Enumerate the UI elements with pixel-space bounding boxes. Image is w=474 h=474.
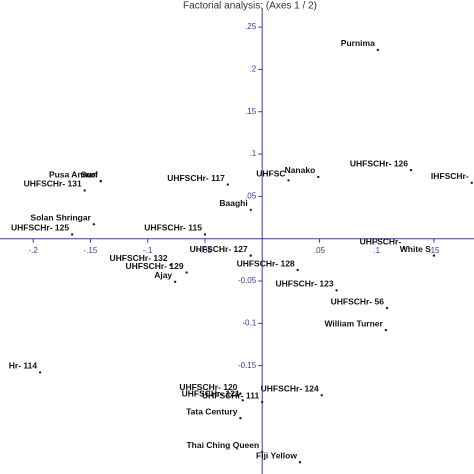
point-label: Surf [81, 169, 98, 179]
point [409, 168, 413, 172]
point-label: Thai Ching Queen [186, 440, 259, 450]
point-label: Tata Century [186, 406, 238, 416]
point [92, 223, 96, 226]
point [260, 450, 264, 454]
point-label: Hr- 114 [9, 361, 38, 371]
point-label: Fiji Yellow [256, 450, 297, 460]
point-label: Solan Shringar [30, 213, 91, 223]
x-tick-label: .15 [428, 246, 440, 255]
point [239, 392, 242, 395]
point [470, 181, 473, 185]
point-label: Nanako [285, 165, 316, 175]
point-label: White S [400, 244, 431, 254]
point [249, 208, 252, 212]
point-label: UHFSCHr- [360, 236, 402, 246]
point [239, 416, 242, 420]
y-tick-label: .1 [250, 149, 257, 158]
point [241, 399, 244, 402]
point [317, 175, 320, 179]
y-tick-label: -0.15 [238, 361, 257, 370]
point-label: UHFSCHr- 121 [182, 389, 240, 399]
point-label: UHFSCHr- 131 [24, 179, 82, 189]
x-tick-label: .05 [314, 246, 326, 255]
point-label: UHFSCHr- 117 [167, 173, 225, 183]
point-label: UHFSCHr- 126 [350, 158, 408, 168]
x-tick-label: -.15 [84, 246, 98, 255]
point [169, 263, 172, 267]
point-label: UHFSCHr- 56 [331, 296, 385, 306]
y-tick-label: -0.05 [238, 276, 257, 285]
point [385, 306, 389, 310]
point-label: UHFSC [256, 169, 285, 179]
point-label: UHFSCHr- 127 [190, 244, 248, 254]
point [38, 371, 42, 374]
y-tick-label: .05 [245, 191, 257, 200]
point-label: UHFSCHr- 124 [261, 384, 319, 394]
point-label: IHFSCHr- [431, 171, 469, 181]
point-label: UHFSCHr- 129 [126, 261, 184, 271]
point [298, 460, 302, 464]
point-label: William Turner [324, 318, 383, 328]
point [99, 179, 102, 183]
point [249, 254, 252, 257]
point-label: UHFSCHr- 132 [109, 253, 167, 263]
point-label: Pusa Anmol [49, 169, 98, 179]
point-label: Baaghi [219, 198, 247, 208]
point [402, 246, 406, 250]
point [320, 394, 323, 397]
point [203, 233, 207, 236]
point [384, 328, 388, 332]
y-tick-label: .15 [245, 107, 257, 116]
x-tick-label: -.05 [198, 246, 212, 255]
x-tick-label: .1 [373, 246, 380, 255]
chart-title: Factorial analysis: (Axes 1 / 2) [183, 1, 317, 12]
point [287, 179, 290, 182]
x-tick-label: -.2 [29, 246, 39, 255]
point-label: Ajay [154, 270, 172, 280]
y-tick-label: .2 [250, 65, 257, 74]
point [226, 183, 230, 186]
point [432, 254, 436, 257]
point [83, 189, 86, 192]
point [260, 400, 264, 404]
x-tick-label: -.1 [143, 246, 153, 255]
point [173, 280, 177, 284]
point-label: UHFSCHr- 120 [179, 382, 237, 392]
point [185, 271, 188, 274]
point-label: UHFSCHr- 111 [202, 390, 259, 400]
point-label: UHFSCHr- 123 [275, 279, 333, 289]
point [70, 233, 74, 236]
point-label: Purnima [341, 38, 375, 48]
point-label: UHFSCHr- 115 [144, 223, 202, 233]
point [376, 48, 380, 52]
point-label: UHFSCHr- 125 [11, 223, 69, 233]
y-tick-label: .25 [245, 22, 257, 31]
point [335, 289, 338, 292]
y-tick-label: -0.1 [242, 318, 256, 327]
point [296, 268, 299, 272]
point-label: UHFSCHr- 128 [237, 258, 295, 268]
